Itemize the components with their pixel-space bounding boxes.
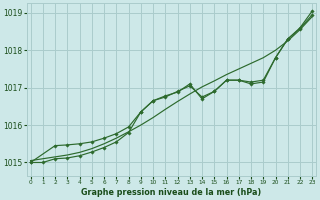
X-axis label: Graphe pression niveau de la mer (hPa): Graphe pression niveau de la mer (hPa) [81,188,261,197]
